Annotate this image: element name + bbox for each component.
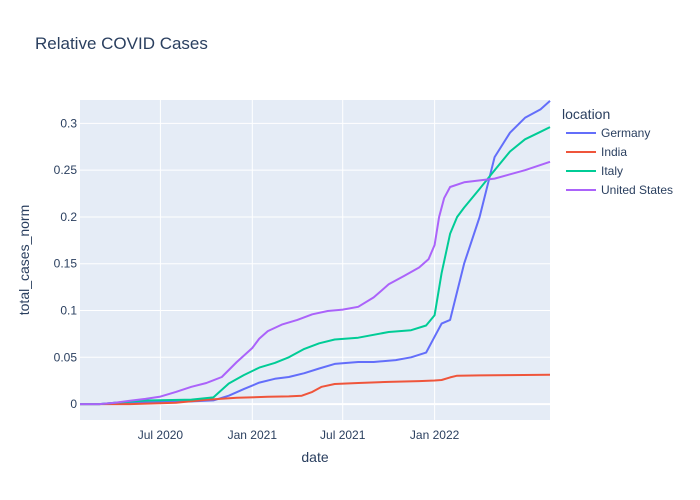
legend-item[interactable]: India (566, 145, 627, 159)
chart-title: Relative COVID Cases (35, 34, 208, 53)
x-tick-label: Jul 2020 (138, 428, 184, 442)
y-tick-labels: 0 0.05 0.1 0.15 0.2 0.25 0.3 (54, 116, 78, 411)
series-lines (80, 100, 551, 406)
x-axis-title: date (301, 449, 328, 465)
x-gridlines (159, 100, 436, 420)
y-axis-title: total_cases_norm (16, 205, 32, 316)
y-tick-label: 0.05 (54, 350, 78, 364)
y-tick-label: 0.25 (54, 163, 78, 177)
x-tick-label: Jan 2021 (228, 428, 278, 442)
x-tick-label: Jul 2021 (320, 428, 366, 442)
legend-label: India (601, 145, 627, 159)
x-tick-label: Jan 2022 (410, 428, 460, 442)
y-tick-label: 0 (70, 397, 77, 411)
plot-area (80, 100, 550, 420)
legend-item[interactable]: United States (566, 183, 673, 197)
legend[interactable]: location Germany India Italy United States (562, 106, 673, 197)
series-line-italy (80, 126, 551, 406)
legend-label: Italy (601, 164, 623, 178)
legend-label: United States (601, 183, 673, 197)
y-tick-label: 0.15 (54, 257, 78, 271)
y-tick-label: 0.1 (60, 304, 77, 318)
y-tick-label: 0.2 (60, 210, 77, 224)
x-tick-labels: Jul 2020 Jan 2021 Jul 2021 Jan 2022 (138, 428, 460, 442)
legend-label: Germany (601, 126, 650, 140)
series-line-united-states (80, 160, 551, 406)
legend-item[interactable]: Germany (566, 126, 650, 140)
series-line-india (80, 373, 551, 406)
y-tick-label: 0.3 (60, 116, 77, 130)
legend-title: location (562, 106, 610, 122)
legend-item[interactable]: Italy (566, 164, 623, 178)
